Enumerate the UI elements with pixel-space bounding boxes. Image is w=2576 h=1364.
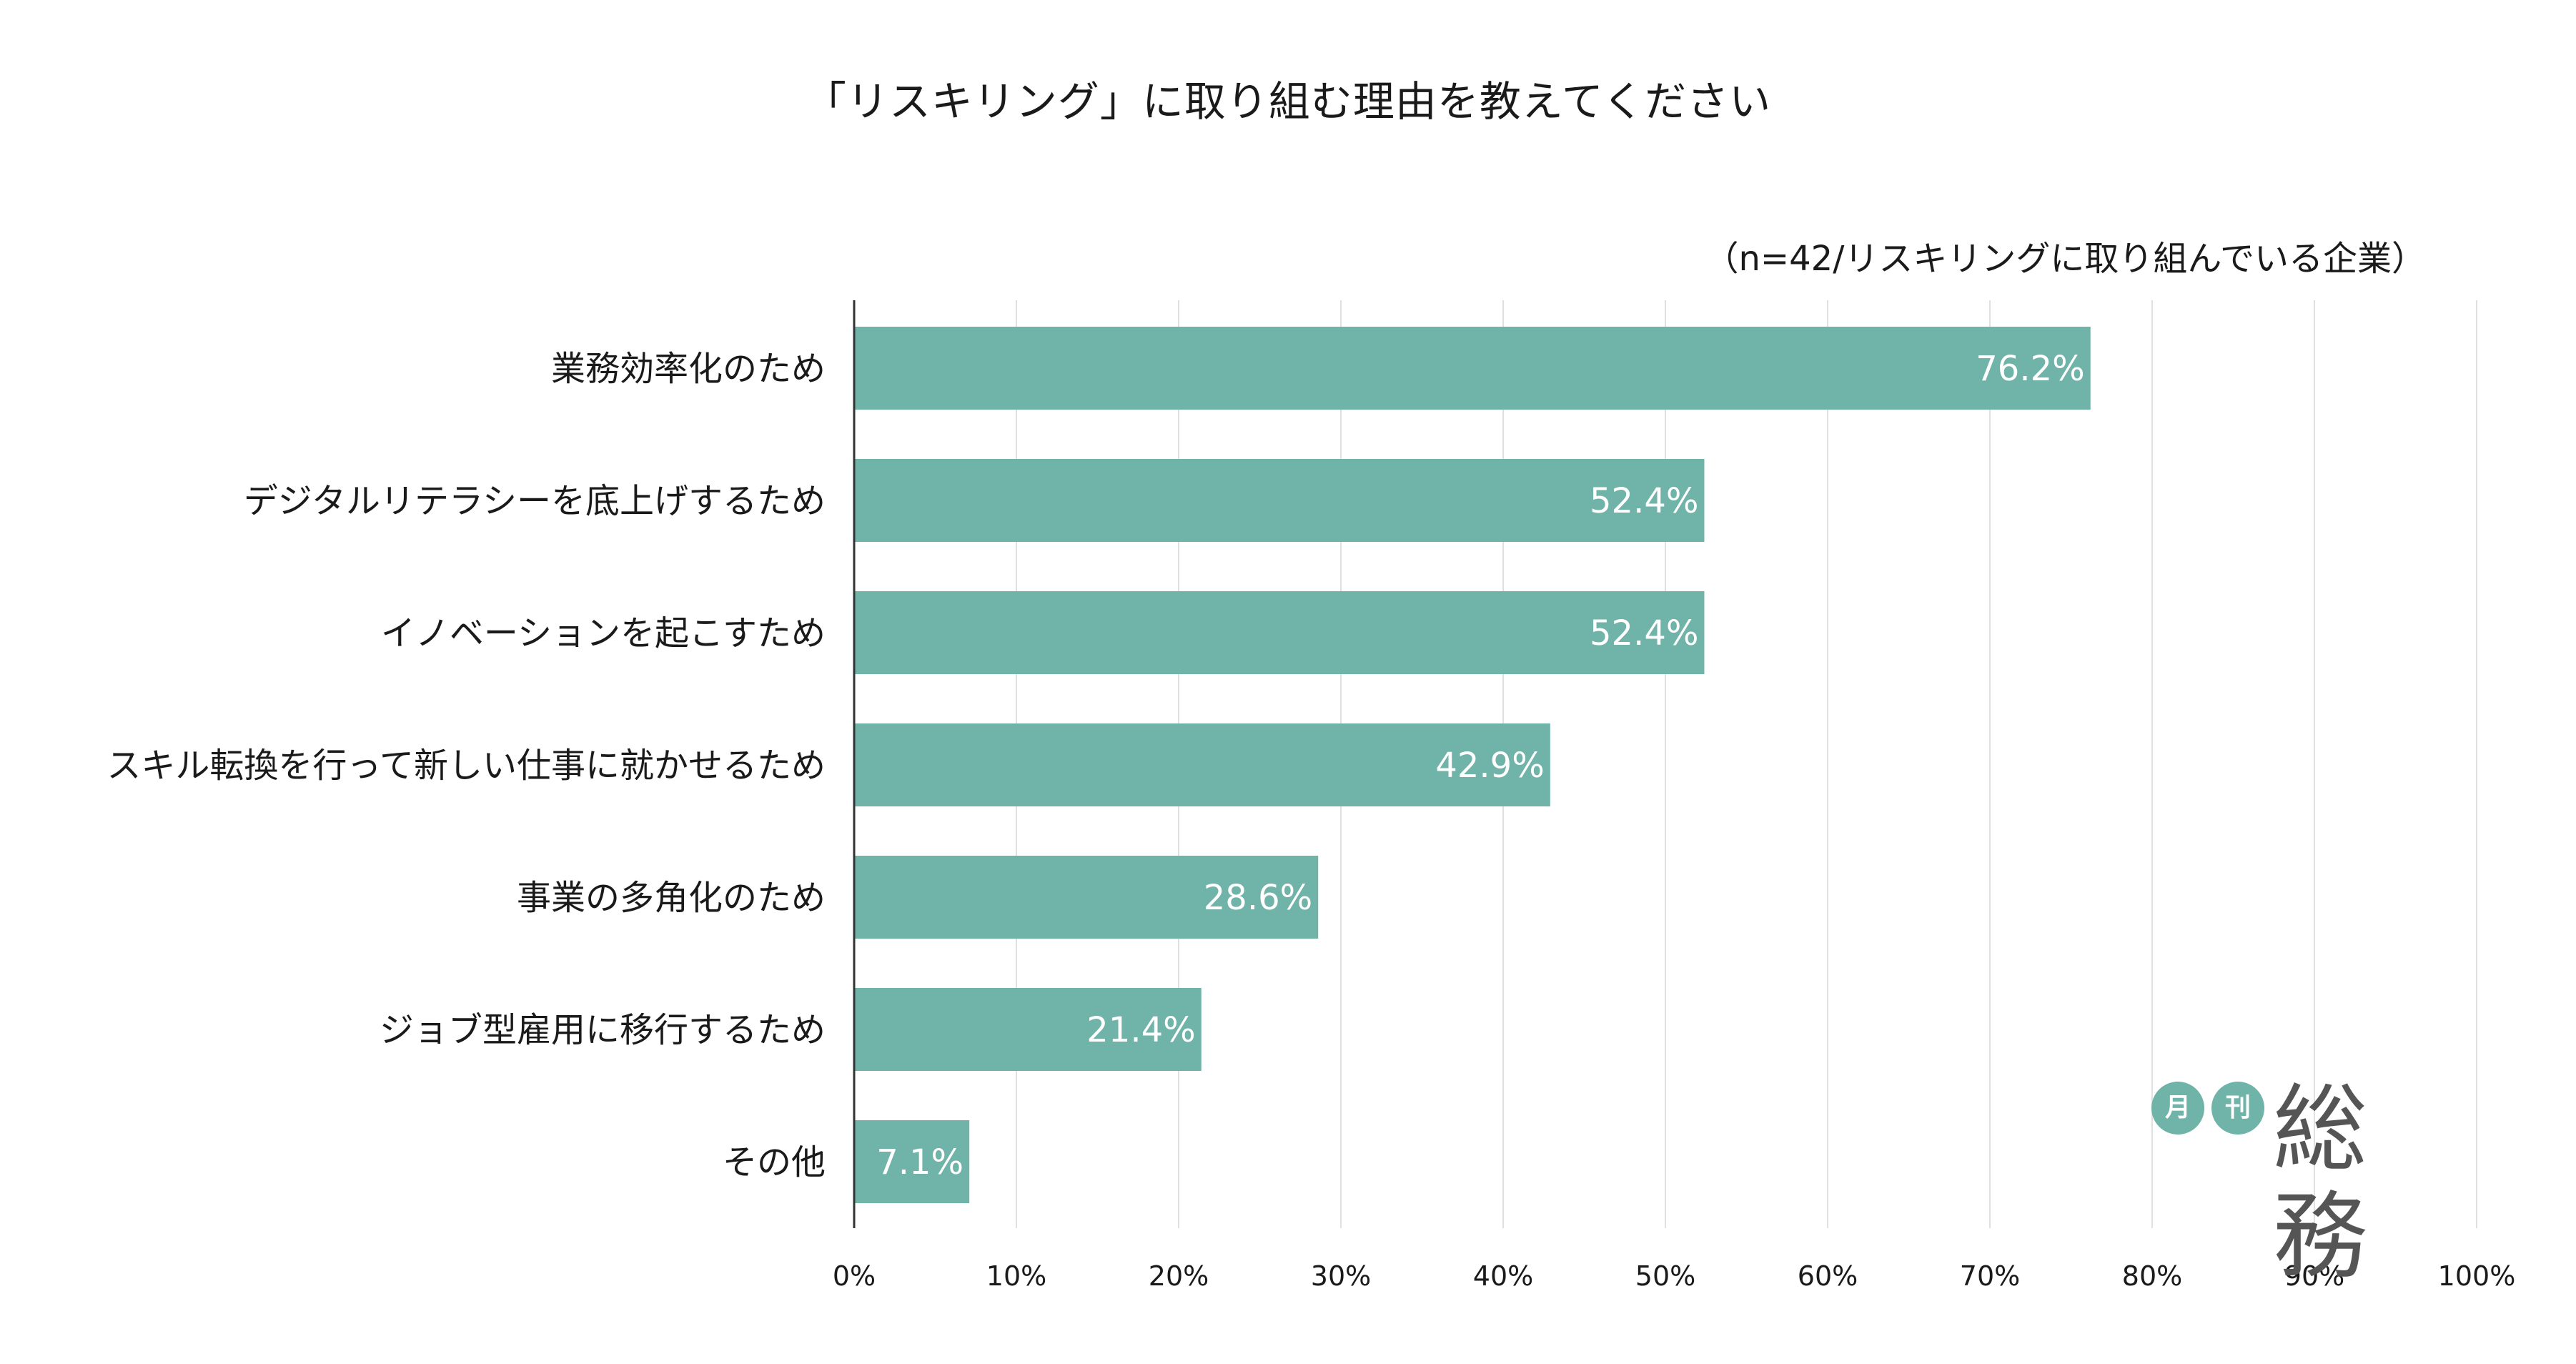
bar (854, 723, 1550, 806)
x-tick-label: 90% (2284, 1260, 2344, 1292)
chart-title: 「リスキリング」に取り組む理由を教えてください (804, 77, 1772, 126)
value-label: 42.9% (1435, 746, 1544, 786)
category-label: スキル転換を行って新しい仕事に就かせるため (106, 746, 826, 786)
x-tick-label: 70% (1960, 1260, 2020, 1292)
category-label: 事業の多角化のため (517, 878, 826, 918)
labels: 0% 10% 20% 30% 40% 50% 60% 70% 80% 90% 100% 業務効率化のた… (106, 349, 2515, 1292)
x-tick-label: 10% (986, 1260, 1046, 1292)
x-tick-label: 60% (1798, 1260, 1858, 1292)
bar (854, 327, 2091, 410)
x-tick-label: 100% (2438, 1260, 2516, 1292)
x-tick-label: 50% (1635, 1260, 1695, 1292)
x-tick-label: 80% (2122, 1260, 2182, 1292)
x-tick-label: 30% (1311, 1260, 1371, 1292)
bar (854, 591, 1705, 674)
gekkan-soumu-logo: 月 刊 総務 (2151, 1076, 2452, 1290)
value-label: 76.2% (1976, 349, 2084, 389)
x-tick-label: 0% (833, 1260, 876, 1292)
value-label: 7.1% (876, 1142, 963, 1182)
x-tick-label: 40% (1473, 1260, 1533, 1292)
bar (854, 459, 1705, 542)
value-label: 21.4% (1086, 1010, 1195, 1050)
category-label: 業務効率化のため (551, 349, 826, 389)
category-label: デジタルリテラシーを底上げするため (244, 481, 826, 521)
x-tick-label: 20% (1149, 1260, 1209, 1292)
logo-badge-publication: 刊 (2211, 1082, 2264, 1135)
category-label: イノベーションを起こすため (381, 613, 826, 653)
bar (854, 988, 1202, 1071)
chart-subtitle: （n=42/リスキリングに取り組んでいる企業） (1704, 239, 2427, 279)
value-label: 28.6% (1204, 878, 1312, 918)
bars (854, 327, 2091, 1203)
value-label: 52.4% (1590, 481, 1698, 521)
value-label: 52.4% (1590, 613, 1698, 653)
category-label: ジョブ型雇用に移行するため (380, 1010, 826, 1050)
logo-wordmark: 総務 (2273, 1074, 2369, 1292)
bar (854, 856, 1319, 939)
category-label: その他 (723, 1142, 826, 1182)
logo-badge-month: 月 (2151, 1082, 2204, 1135)
bar (854, 1120, 970, 1203)
